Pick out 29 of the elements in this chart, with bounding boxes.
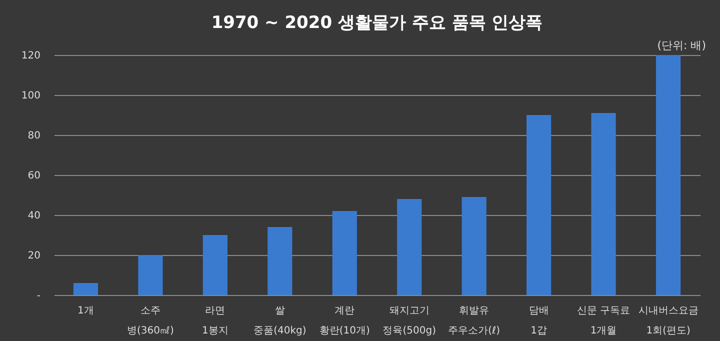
x-tick-label: 휘발유 주우소가(ℓ) <box>448 306 500 336</box>
y-tick-label: 100 <box>21 90 40 102</box>
x-tick-label: 시내버스요금 1회(편도) <box>638 306 698 336</box>
y-tick-label: 20 <box>28 250 40 262</box>
bar <box>397 199 422 295</box>
bar <box>591 113 616 295</box>
bar <box>462 197 486 295</box>
y-tick-label: 60 <box>28 170 40 182</box>
x-tick-label: 1개 <box>78 306 94 316</box>
x-tick-label: 담배 1갑 <box>528 306 549 336</box>
x-tick-label: 쌀 중품(40kg) <box>254 306 306 336</box>
y-tick-label: 80 <box>28 130 40 142</box>
bar <box>332 211 357 295</box>
text: (단위: 배) <box>657 38 706 53</box>
x-tick-label: 라면 1봉지 <box>202 306 228 336</box>
bar <box>656 55 681 295</box>
bar <box>526 115 552 295</box>
x-tick-label: 소주 병(360㎖) <box>127 306 174 336</box>
bar <box>268 227 292 295</box>
y-tick-label: - <box>36 290 41 302</box>
x-tick-label: 돼지고기 정육(500g) <box>382 306 436 336</box>
bar <box>138 255 163 295</box>
bar <box>73 283 98 295</box>
y-tick-label: 120 <box>21 50 40 62</box>
bar <box>202 235 228 295</box>
y-tick-label: 40 <box>28 210 40 222</box>
chart-title: 1970 ~ 2020 생활물가 주요 품목 인상폭 <box>211 13 543 33</box>
x-tick-label: 신문 구독료 1개월 <box>576 306 630 336</box>
x-tick-label: 계란 황란(10개) <box>319 306 370 336</box>
